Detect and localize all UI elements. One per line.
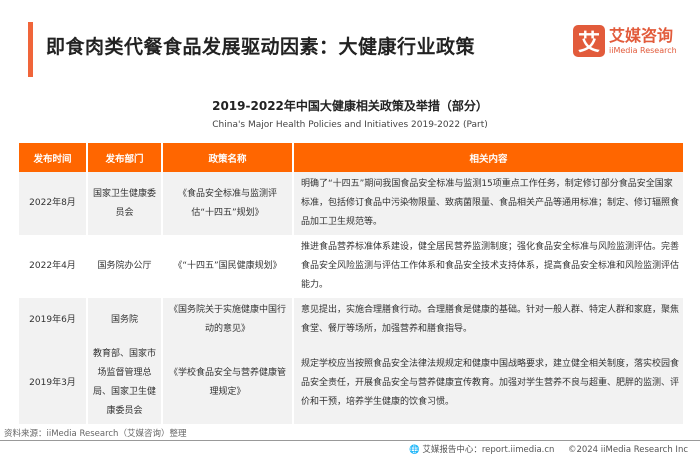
table-row: 2019年6月 国务院 《国务院关于实施健康中国行动的意见》 意见提出，实施合理…	[19, 298, 683, 342]
logo-mark: 艾	[573, 25, 605, 57]
report-center-link[interactable]: 艾媒报告中心：report.iimedia.cn	[422, 445, 555, 455]
cell-date: 2022年4月	[29, 261, 76, 271]
logo-en: iiMedia Research	[609, 45, 677, 55]
cell-dept: 国务院办公厅	[86, 235, 162, 298]
table-subtitle: China's Major Health Policies and Initia…	[212, 120, 488, 130]
cell-dept: 教育部、国家市场监督管理总局、国家卫生健康委员会	[86, 342, 162, 424]
cell-policy: 《学校食品安全与营养健康管理规定》	[161, 342, 293, 424]
table-row: 2022年4月 国务院办公厅 《“十四五”国民健康规划》 推进食品营养标准体系建…	[19, 235, 683, 298]
globe-icon: 🌐	[409, 445, 420, 455]
title-accent-bar	[28, 22, 33, 77]
logo-cn: 艾媒咨询	[609, 25, 674, 45]
cell-content: 推进食品营养标准体系建设，健全居民营养监测制度；强化食品安全标准与风险监测评估。…	[292, 235, 683, 298]
copyright: ©2024 iiMedia Research Inc	[567, 445, 688, 455]
cell-date: 2022年8月	[19, 172, 87, 235]
policy-table: 发布时间 发布部门 政策名称 相关内容 2022年8月 国家卫生健康委员会 《食…	[19, 143, 683, 424]
cell-date: 2019年6月	[19, 298, 87, 342]
cell-content: 明确了“十四五”期间我国食品安全标准与监测15项重点工作任务，制定修订部分食品安…	[292, 172, 683, 235]
cell-dept: 国务院	[86, 298, 162, 342]
footer-right: 🌐 艾媒报告中心：report.iimedia.cn ©2024 iiMedia…	[409, 443, 688, 455]
cell-policy: 《食品安全标准与监测评估“十四五”规划》	[161, 172, 293, 235]
col-header-date: 发布时间	[19, 143, 87, 172]
col-header-dept: 发布部门	[86, 143, 162, 172]
cell-dept: 国家卫生健康委员会	[86, 172, 162, 235]
table-row: 2022年8月 国家卫生健康委员会 《食品安全标准与监测评估“十四五”规划》 明…	[19, 172, 683, 235]
cell-policy: 《“十四五”国民健康规划》	[161, 235, 293, 298]
source-note: 资料来源：iiMedia Research（艾媒咨询）整理	[4, 429, 187, 439]
col-header-policy: 政策名称	[161, 143, 293, 172]
footer-divider	[0, 440, 700, 441]
logo: 艾 艾媒咨询 iiMedia Research	[573, 25, 677, 57]
cell-content: 规定学校应当按照食品安全法律法规规定和健康中国战略要求，建立健全相关制度，落实校…	[292, 342, 683, 424]
cell-date: 2019年3月	[19, 342, 87, 424]
page-title: 即食肉类代餐食品发展驱动因素：大健康行业政策	[46, 36, 476, 58]
col-header-content: 相关内容	[292, 143, 683, 172]
cell-content: 意见提出，实施合理膳食行动。合理膳食是健康的基础。针对一般人群、特定人群和家庭，…	[292, 298, 683, 342]
cell-policy: 《国务院关于实施健康中国行动的意见》	[161, 298, 293, 342]
table-title: 2019-2022年中国大健康相关政策及举措（部分）	[212, 99, 488, 113]
table-row: 2019年3月 教育部、国家市场监督管理总局、国家卫生健康委员会 《学校食品安全…	[19, 342, 683, 424]
